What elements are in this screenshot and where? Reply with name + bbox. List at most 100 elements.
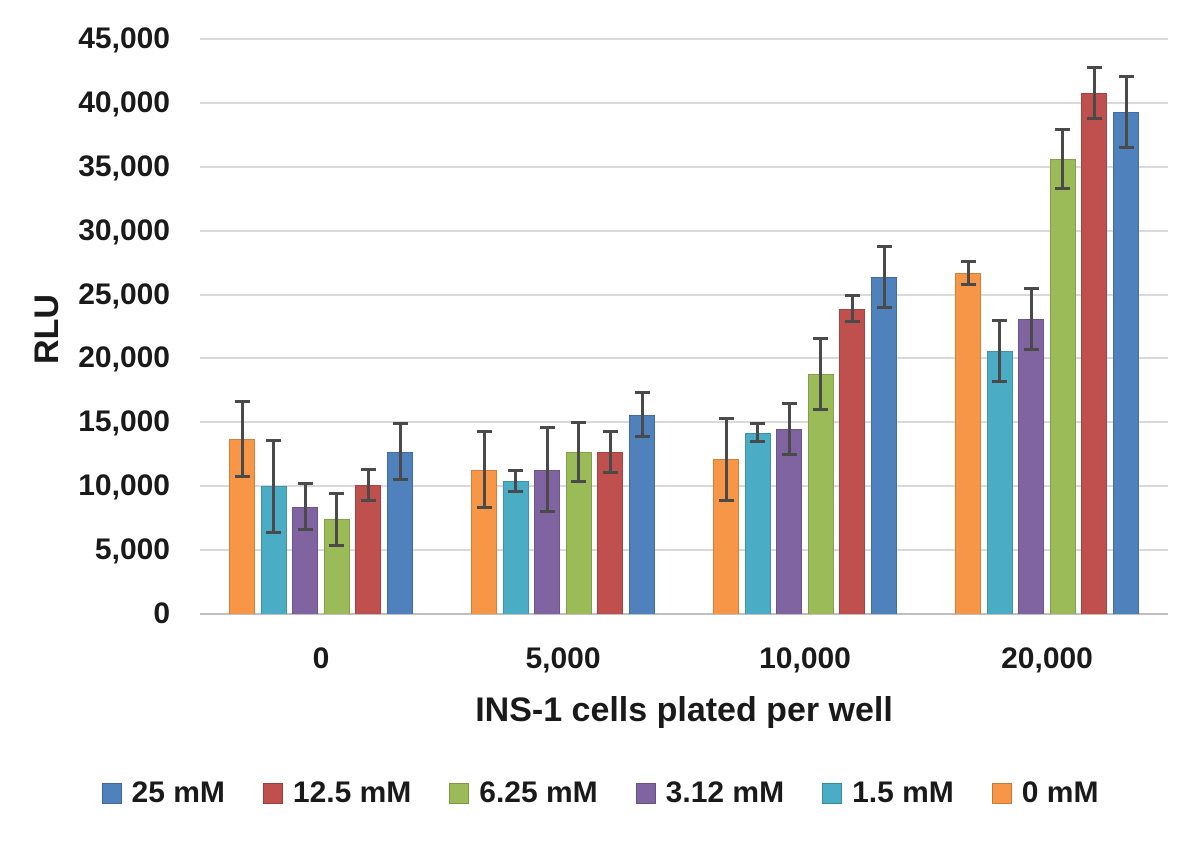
legend-swatch (991, 782, 1012, 804)
error-bar-cap (297, 482, 313, 486)
error-bar-stem (545, 427, 549, 512)
error-bar-stem (514, 470, 518, 492)
error-bar-cap (360, 468, 376, 472)
error-bar-cap (781, 452, 797, 456)
error-bar-cap (266, 438, 282, 442)
bar (292, 506, 319, 614)
x-axis-line (200, 613, 1168, 615)
legend-swatch (449, 782, 470, 804)
error-bar-cap (813, 336, 829, 340)
error-bar-cap (634, 391, 650, 395)
bar (597, 451, 624, 614)
gridline (200, 357, 1168, 360)
error-bar-cap (1086, 65, 1102, 69)
error-bar-cap (539, 510, 555, 514)
legend-item: 6.25 mM (449, 778, 598, 808)
bar (839, 308, 866, 614)
legend-label: 25 mM (131, 776, 225, 809)
y-axis-tick-label: 35,000 (78, 149, 170, 183)
error-bar-stem (1124, 76, 1128, 148)
x-axis-tick-label: 20,000 (1001, 642, 1093, 675)
legend-swatch (101, 782, 122, 804)
error-bar-cap (508, 489, 524, 493)
error-bar-cap (234, 474, 250, 478)
error-bar-cap (992, 379, 1008, 383)
bar (502, 481, 529, 614)
error-bar-cap (781, 401, 797, 405)
error-bar-cap (602, 429, 618, 433)
x-axis-tick-label: 10,000 (759, 642, 851, 675)
error-bar-cap (1023, 286, 1039, 290)
gridline (200, 38, 1168, 40)
error-bar-cap (960, 259, 976, 263)
error-bar-cap (1118, 146, 1134, 150)
error-bar-cap (1055, 128, 1071, 132)
x-axis-title: INS-1 cells plated per well (475, 691, 893, 729)
gridline (200, 229, 1168, 232)
error-bar-cap (1118, 74, 1134, 78)
error-bar-stem (819, 338, 823, 410)
error-bar-cap (508, 469, 524, 473)
error-bar-cap (813, 408, 829, 412)
error-bar-cap (329, 543, 345, 547)
plot-area (200, 38, 1168, 615)
gridline (200, 549, 1168, 552)
error-bar-stem (850, 295, 854, 322)
error-bar-stem (724, 418, 728, 501)
bar (1018, 318, 1045, 614)
error-bar-cap (844, 294, 860, 298)
legend-item: 0 mM (991, 778, 1098, 808)
y-axis-tick-label: 45,000 (78, 22, 170, 55)
legend-label: 12.5 mM (292, 776, 412, 809)
error-bar-stem (1061, 129, 1065, 189)
error-bar-cap (266, 530, 282, 534)
x-axis-tick-label: 5,000 (525, 642, 601, 675)
error-bar-stem (240, 401, 244, 476)
error-bar-cap (539, 425, 555, 429)
gridline (200, 485, 1168, 488)
error-bar-stem (272, 440, 276, 533)
legend-item: 3.12 mM (635, 776, 785, 809)
bar (1113, 111, 1139, 614)
error-bar-stem (998, 320, 1002, 382)
y-axis-tick-label: 5,000 (94, 533, 170, 567)
error-bar-cap (844, 319, 860, 323)
gridline (200, 101, 1168, 104)
error-bar-cap (634, 434, 650, 438)
gridline (200, 165, 1168, 168)
bar (955, 272, 981, 614)
error-bar-cap (718, 498, 734, 502)
legend-label: 3.12 mM (665, 776, 785, 809)
error-bar-cap (392, 478, 408, 482)
error-bar-cap (234, 400, 250, 404)
y-axis-tick-label: 30,000 (78, 213, 170, 247)
legend-item: 1.5 mM (822, 778, 954, 808)
error-bar-cap (750, 440, 766, 443)
error-bar-stem (303, 483, 307, 530)
legend-swatch (635, 782, 656, 804)
error-bar-cap (329, 492, 345, 496)
error-bar-stem (608, 431, 612, 473)
error-bar-cap (476, 429, 492, 433)
bar (986, 350, 1013, 614)
bar (871, 276, 897, 614)
x-axis-tick-label: 0 (312, 642, 330, 675)
legend-swatch (822, 782, 843, 804)
bar (355, 484, 382, 614)
error-bar-cap (571, 420, 587, 424)
error-bar-stem (1092, 67, 1096, 119)
error-bar-cap (876, 305, 892, 309)
error-bar-cap (602, 470, 618, 474)
error-bar-cap (571, 479, 587, 483)
error-bar-stem (756, 423, 760, 442)
error-bar-stem (482, 431, 486, 508)
error-bar-stem (882, 246, 886, 308)
y-axis-tick-label: 15,000 (78, 405, 170, 439)
bar (744, 432, 771, 614)
error-bar-cap (1055, 187, 1071, 190)
legend-swatch (262, 782, 283, 804)
error-bar-cap (750, 422, 766, 426)
legend-label: 1.5 mM (852, 776, 954, 809)
y-axis-tick-label: 0 (153, 597, 170, 630)
